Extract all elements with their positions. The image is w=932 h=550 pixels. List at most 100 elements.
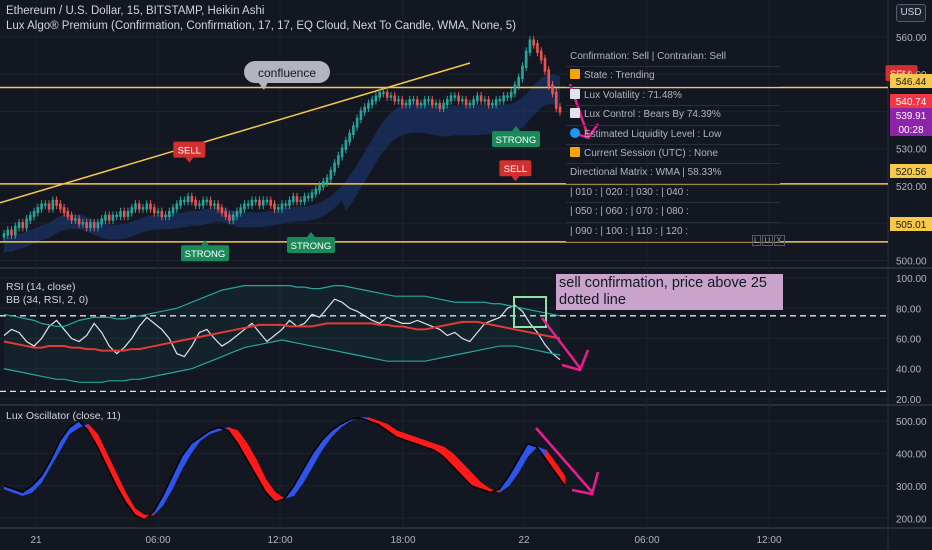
dashboard-row-matrix-3: | 090 : | 100 : | 110 : | 120 :	[566, 223, 780, 242]
price-label-box	[890, 108, 932, 122]
candle-body	[51, 199, 55, 210]
time-tick-label: 12:00	[756, 535, 781, 546]
price-tick-label: 520.00	[896, 182, 927, 193]
dashboard-row-matrix-2: | 050 : | 060 : | 070 : | 080 :	[566, 203, 780, 223]
candle-body	[306, 196, 310, 199]
rsi-pane[interactable]	[0, 285, 888, 393]
chart-header: Ethereum / U.S. Dollar, 15, BITSTAMP, He…	[6, 4, 516, 34]
candle-body	[25, 218, 28, 229]
candle-body	[498, 99, 502, 102]
dashboard-text: Confirmation: Sell | Contrarian: Sell	[570, 51, 726, 62]
candle-body	[521, 65, 524, 80]
candle-body	[231, 214, 235, 221]
strong-label-text: STRONG	[185, 249, 226, 260]
price-label-text: 540.74	[896, 97, 927, 108]
candle-body	[130, 207, 134, 214]
time-tick-label: 12:00	[267, 535, 292, 546]
confluence-pointer	[258, 82, 268, 90]
rsi-tick-label: 100.00	[896, 274, 927, 285]
candle-body	[198, 203, 201, 206]
candle-body	[269, 199, 273, 206]
lock-icon	[570, 146, 580, 157]
candle-body	[190, 196, 194, 203]
candle-body	[427, 99, 430, 102]
strong-label-box	[287, 237, 335, 254]
time-tick-label: 06:00	[145, 535, 170, 546]
candle-body	[404, 102, 408, 106]
trendline	[0, 62, 471, 204]
candle-body	[10, 229, 13, 236]
candle-body	[175, 203, 179, 210]
price-label-box	[890, 74, 932, 88]
candle-body	[254, 199, 258, 203]
time-tick-label: 21	[30, 535, 42, 546]
bb-label[interactable]: BB (34, RSI, 2, 0)	[6, 294, 89, 306]
rsi-label[interactable]: RSI (14, close)	[6, 281, 76, 293]
candle-body	[344, 140, 348, 150]
sell-confirmation-note: sell confirmation, price above 25 dotted…	[556, 274, 783, 310]
osc-tick-label: 500.00	[896, 417, 927, 428]
sell-label-text: SELL	[178, 146, 201, 157]
candle-body	[288, 199, 291, 206]
price-label-box	[890, 122, 932, 136]
strong-label-pointer	[307, 232, 315, 238]
candle-body	[205, 199, 209, 203]
price-axis[interactable]: 500.00510.00520.00530.00540.00550.00560.…	[890, 33, 932, 525]
candle-body	[235, 210, 239, 217]
dashboard-text: | 050 : | 060 : | 070 : | 080 :	[570, 206, 689, 218]
sell-label-pointer	[185, 157, 194, 163]
candle-body	[325, 177, 329, 184]
osc-tick-label: 400.00	[896, 449, 927, 460]
candle-body	[337, 155, 340, 165]
price-label-text: 546.44	[896, 77, 927, 88]
candle-body	[36, 207, 40, 214]
oscillator-label[interactable]: Lux Oscillator (close, 11)	[6, 410, 121, 422]
candle-body	[494, 99, 498, 106]
candle-body	[21, 222, 25, 229]
candle-body	[55, 199, 58, 206]
candle-body	[209, 199, 212, 206]
time-tick-label: 18:00	[390, 535, 415, 546]
sell-label-box	[499, 160, 532, 177]
oscillator-band-segment	[256, 459, 267, 494]
candle-body	[314, 188, 318, 195]
currency-button[interactable]: USD	[896, 4, 926, 22]
dashboard-row-volatility: Lux Volatility : 71.48%	[566, 87, 780, 107]
candle-body	[355, 117, 359, 128]
oscillator-pane[interactable]	[3, 417, 600, 521]
time-tick-label: 06:00	[634, 535, 659, 546]
oscillator-band-segment	[387, 423, 398, 438]
price-label-box	[890, 164, 932, 178]
dashboard-text: Lux Control : Bears By 74.39%	[584, 109, 721, 121]
candle-body	[280, 203, 284, 210]
candle-body	[40, 203, 43, 210]
pink-arrow-head	[571, 471, 600, 496]
candle-body	[363, 106, 366, 113]
time-axis[interactable]: 21 06:00 12:00 18:00 22 06:00 12:00	[30, 535, 782, 546]
rsi-series-line	[3, 298, 561, 361]
price-pane[interactable]: SELLSELLSELLSELLSTRONGSTRONGSTRONGconflu…	[0, 33, 932, 262]
price-label-box	[890, 217, 932, 231]
candle-body	[509, 91, 513, 98]
sell-label: SELL	[499, 160, 532, 182]
candle-body	[430, 99, 434, 106]
lux-dashboard: Confirmation: Sell | Contrarian: Sell St…	[566, 48, 780, 242]
candle-body	[134, 203, 137, 210]
oscillator-band-segment	[433, 443, 444, 458]
candle-body	[17, 222, 21, 229]
candle-body	[149, 203, 152, 210]
strong-label: STRONG	[181, 240, 229, 262]
price-label-text: 520.56	[896, 167, 927, 178]
candle-body	[137, 203, 141, 210]
candle-body	[228, 214, 231, 221]
dashboard-text: Estimated Liquidity Level : Low	[584, 128, 722, 140]
candle-body	[115, 214, 119, 217]
candle-body	[167, 210, 171, 217]
chart-title[interactable]: Ethereum / U.S. Dollar, 15, BITSTAMP, He…	[6, 5, 265, 17]
indicator-title[interactable]: Lux Algo® Premium (Confirmation, Confirm…	[6, 20, 517, 32]
candle-body	[74, 218, 77, 221]
candle-body	[348, 132, 351, 143]
dashboard-row-liquidity: Estimated Liquidity Level : Low	[566, 126, 780, 145]
candle-body	[532, 39, 536, 46]
